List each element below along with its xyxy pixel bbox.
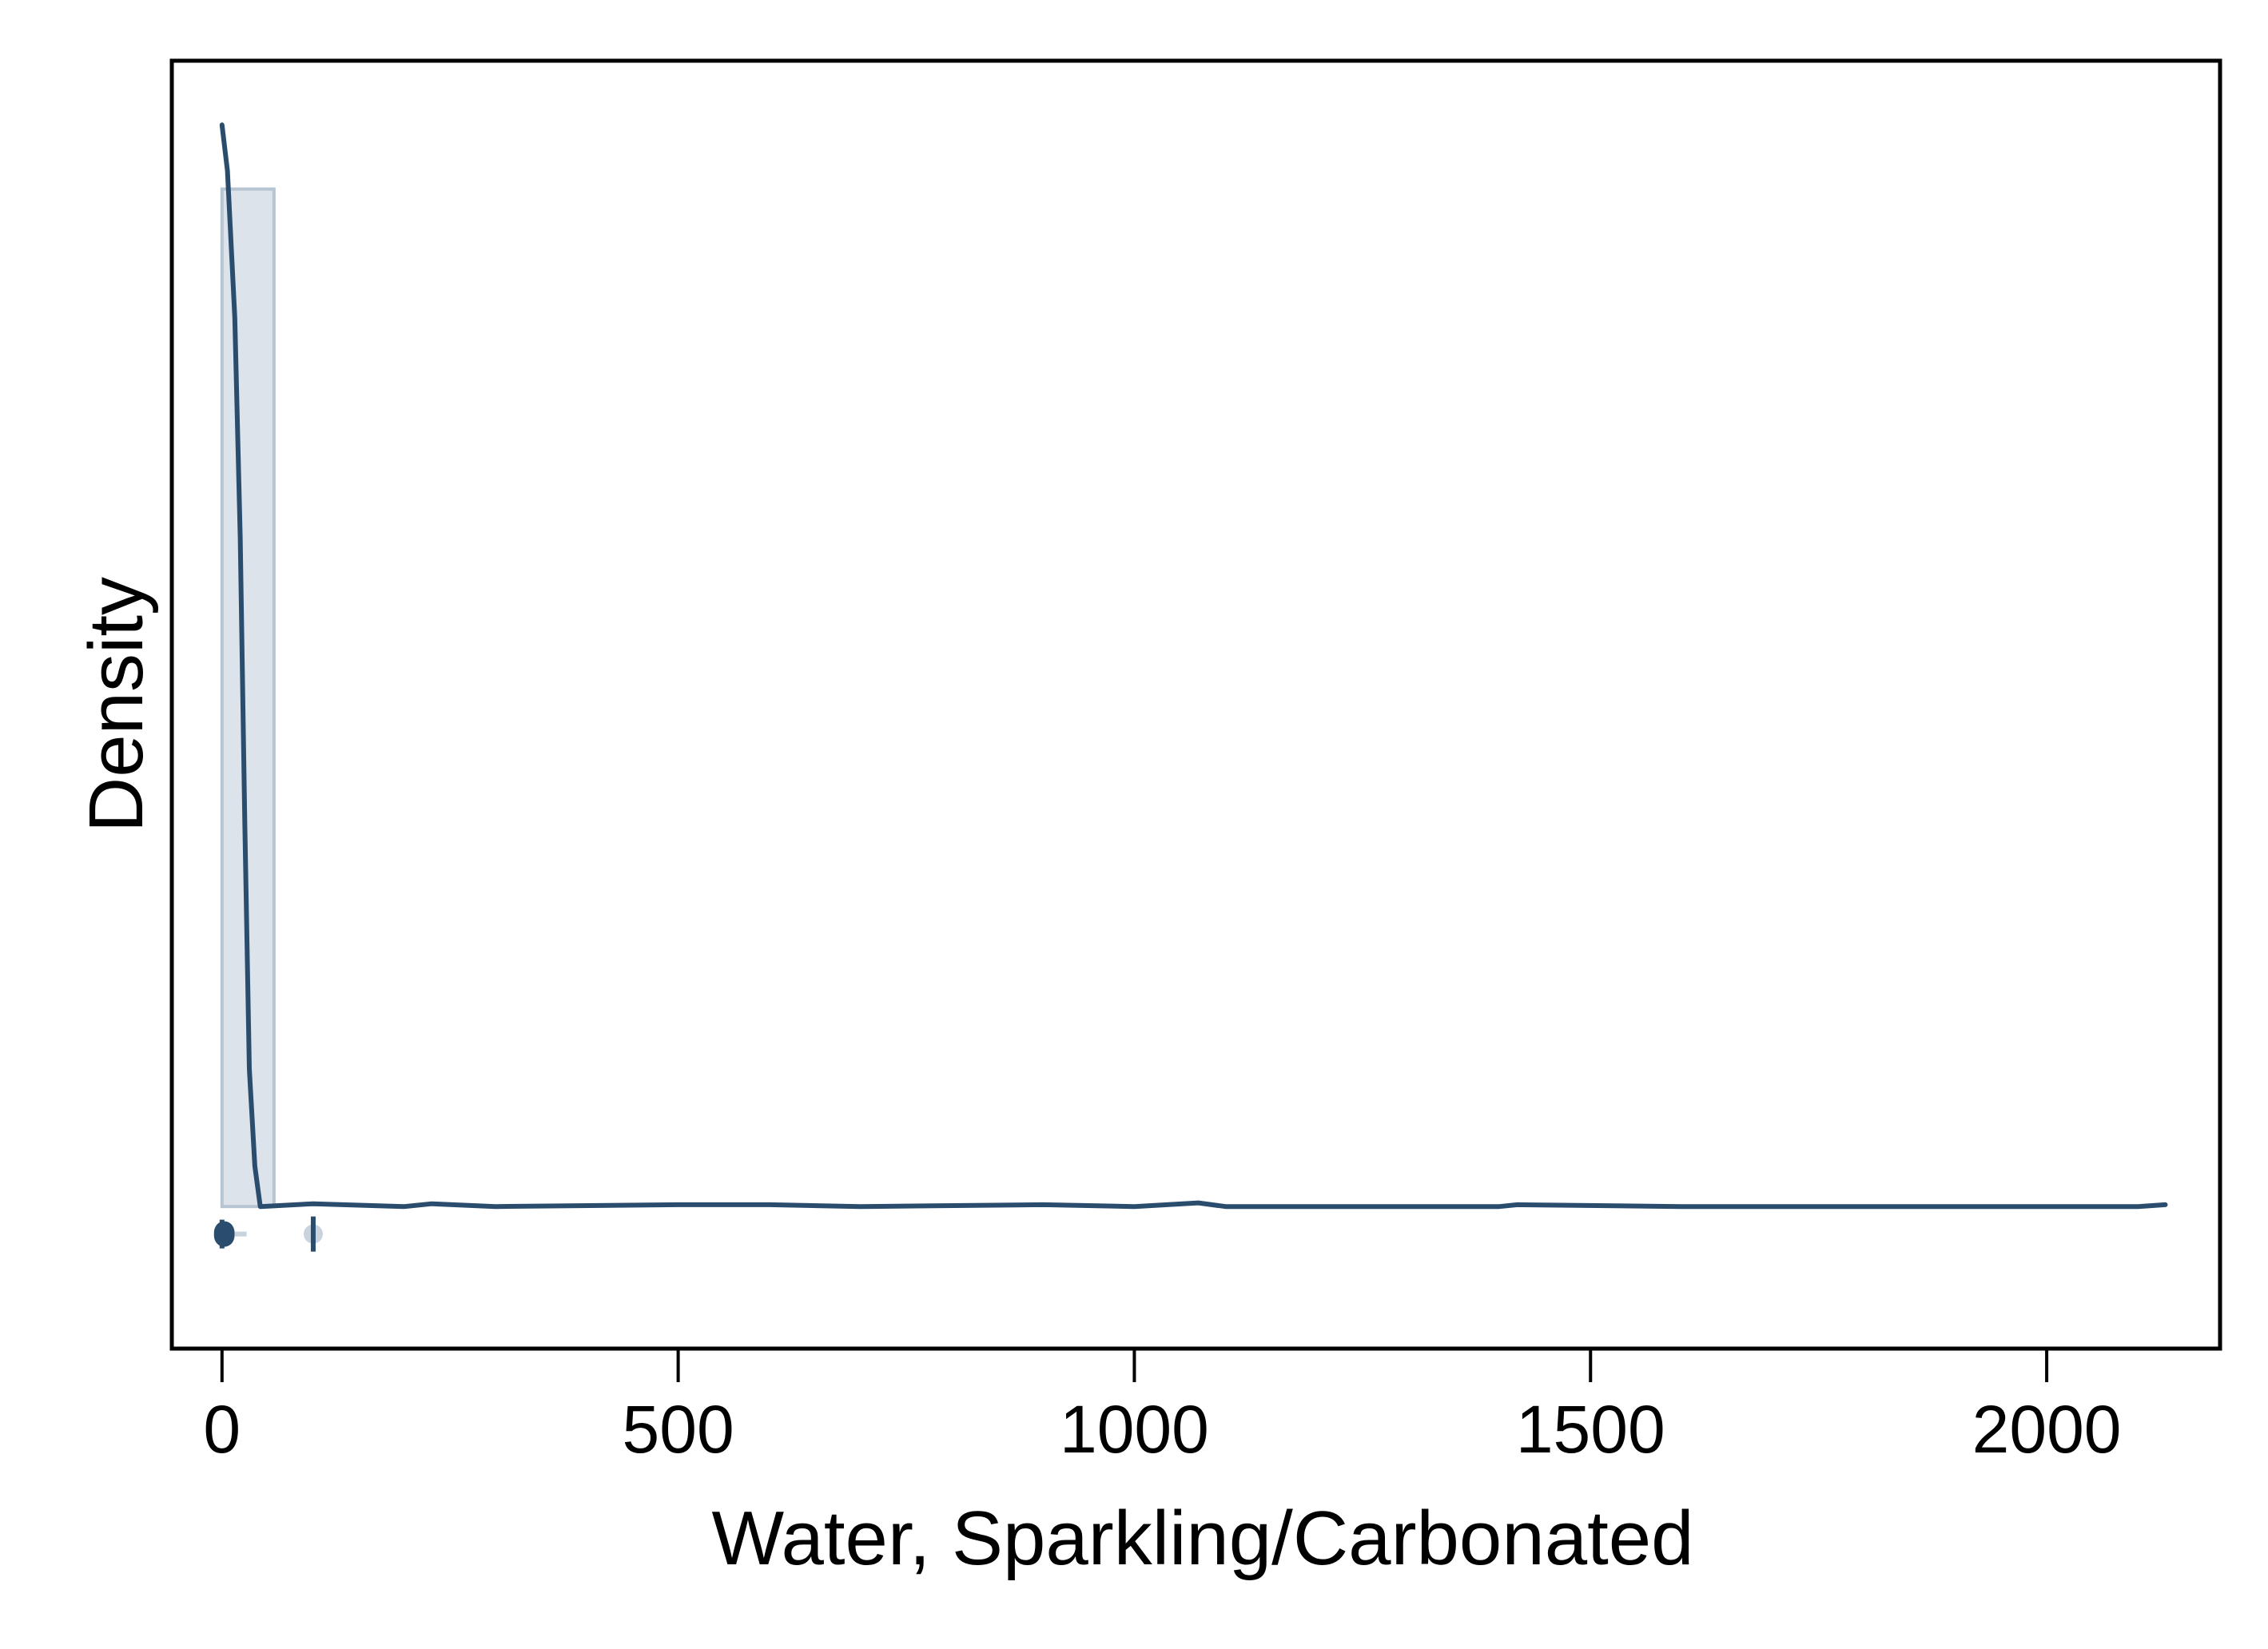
plot-frame	[169, 58, 2222, 1351]
y-axis-title: Density	[74, 577, 159, 832]
boxplot	[213, 1216, 323, 1252]
x-axis-title: Water, Sparkling/Carbonated	[711, 1496, 1693, 1581]
x-tick-label-2: 1000	[1060, 1392, 1209, 1467]
x-axis: 0 500 1000 1500 2000	[203, 1349, 2122, 1467]
density-curve	[219, 122, 2168, 1210]
x-tick-label-0: 0	[203, 1392, 241, 1467]
density-line	[219, 122, 2168, 1210]
x-tick-label-3: 1500	[1516, 1392, 1665, 1467]
x-tick-label-4: 2000	[1972, 1392, 2122, 1467]
x-tick-label-1: 500	[623, 1392, 734, 1467]
